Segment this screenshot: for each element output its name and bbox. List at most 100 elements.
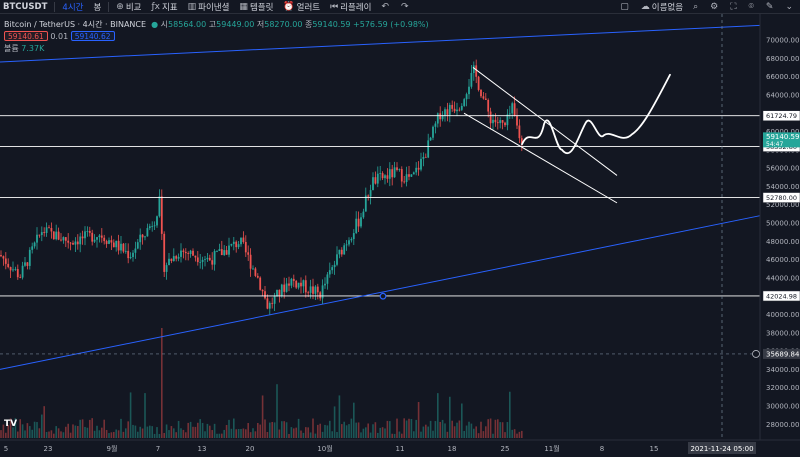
candle-body (110, 240, 113, 243)
price-tick-label: 44000.00 (766, 274, 799, 282)
candle-body (278, 289, 281, 296)
volume-bar (158, 433, 161, 438)
candle-body (484, 98, 487, 100)
candle-body (432, 126, 434, 138)
volume-bar (463, 430, 465, 438)
price-chart[interactable]: 70000.0068000.0066000.0064000.0062000.00… (0, 14, 800, 457)
legend-volume-row: 볼륨 7.37K (4, 42, 429, 54)
candle-body (165, 265, 168, 272)
candle-body (108, 240, 110, 244)
volume-bar (141, 428, 144, 438)
upper-trendline[interactable] (0, 24, 761, 63)
redo-button[interactable]: ↷ (396, 0, 416, 14)
drawing-tool-button[interactable]: ✎ (761, 0, 781, 14)
candle-body (244, 242, 247, 253)
candle-body (50, 227, 53, 232)
volume-bar (513, 429, 516, 438)
volume-bar (415, 419, 417, 438)
candle-body (441, 115, 444, 120)
time-tick-label: 18 (448, 445, 457, 453)
candle-body (295, 280, 298, 288)
candle-body (520, 138, 523, 144)
candle-body (31, 246, 34, 250)
candle-body (331, 267, 334, 271)
candle-body (280, 284, 283, 296)
volume-bar (482, 431, 485, 438)
time-axis[interactable] (0, 440, 800, 457)
candle-body (64, 237, 67, 241)
volume-bar (391, 433, 393, 438)
volume-bar (333, 406, 336, 438)
add-price-alert-icon[interactable] (752, 350, 760, 358)
volume-bar (134, 425, 137, 438)
volume-bar (113, 431, 115, 438)
candle-body (134, 248, 137, 253)
candle-body (336, 254, 338, 265)
indicators-button[interactable]: ƒx 지표 (151, 1, 178, 13)
tool-dropdown-button[interactable]: ⌄ (780, 0, 800, 14)
snapshot-button[interactable]: ⌾ (744, 0, 761, 14)
legend-title[interactable]: Bitcoin / TetherUS (4, 19, 76, 29)
candle-body (211, 260, 214, 265)
search-button[interactable]: ⌕ (688, 0, 705, 14)
symbol-search-button[interactable]: BTCUSDT (3, 1, 48, 12)
templates-button[interactable]: ▦ 템플릿 (239, 1, 274, 13)
volume-bar (497, 419, 499, 438)
volume-bar (197, 422, 199, 438)
alarm-clock-icon: ⏰ (283, 1, 295, 12)
volume-bar (60, 431, 62, 438)
candle-body (444, 109, 446, 116)
volume-bar (86, 427, 89, 438)
volume-bar (314, 433, 317, 438)
volume-bar (273, 422, 276, 438)
candle-body (201, 259, 204, 262)
bid-price-badge[interactable]: 59140.61 (4, 31, 48, 41)
candle-body (247, 252, 250, 255)
alert-button[interactable]: ⏰ 얼러트 (283, 1, 321, 13)
chart-style-button[interactable]: 봉 (93, 2, 102, 13)
current-price-tag (763, 132, 800, 148)
volume-bar (165, 424, 168, 438)
volume-bar (353, 402, 355, 438)
layout-select-button[interactable]: ▢ (615, 0, 636, 14)
freehand-projection[interactable] (521, 73, 671, 154)
volume-bar (24, 430, 26, 438)
compare-button[interactable]: ⊕ 비교 (116, 1, 142, 13)
volume-bar (285, 422, 288, 438)
layout-name-button[interactable]: ☁ 이름없음 (640, 1, 684, 13)
undo-button[interactable]: ↶ (376, 0, 396, 14)
candle-body (148, 226, 151, 229)
candle-body (194, 255, 197, 258)
candle-body (144, 236, 146, 238)
fullscreen-button[interactable]: ⛶ (725, 0, 743, 14)
candle-body (230, 243, 233, 246)
volume-bar (189, 421, 192, 438)
financials-button[interactable]: ▥ 파이낸셜 (187, 1, 230, 13)
volume-bar (283, 421, 285, 438)
candle-body (120, 243, 122, 251)
candle-body (273, 296, 276, 304)
volume-bars (0, 328, 523, 438)
candle-body (240, 237, 242, 245)
volume-bar (192, 426, 194, 438)
volume-bar (408, 418, 410, 438)
trendline-anchor-handle[interactable] (379, 292, 387, 300)
volume-bar (252, 428, 254, 438)
support-trendline[interactable] (0, 215, 761, 370)
settings-button[interactable]: ⚙ (705, 0, 725, 14)
channel-lower-line[interactable] (463, 112, 618, 204)
volume-bar (257, 423, 259, 438)
candle-body (184, 251, 187, 254)
volume-bar (151, 426, 153, 438)
ask-price-badge[interactable]: 59140.62 (70, 31, 115, 41)
volume-bar (137, 431, 139, 438)
replay-button[interactable]: ⏮ 리플레이 (330, 1, 372, 13)
volume-bar (240, 428, 242, 438)
candle-body (100, 235, 103, 238)
volume-bar (206, 423, 209, 438)
price-axis[interactable] (760, 14, 800, 457)
timeframe-button[interactable]: 4시간 (62, 2, 84, 13)
candle-body (168, 258, 170, 266)
pencil-icon: ✎ (765, 1, 774, 12)
volume-bar (93, 430, 96, 438)
